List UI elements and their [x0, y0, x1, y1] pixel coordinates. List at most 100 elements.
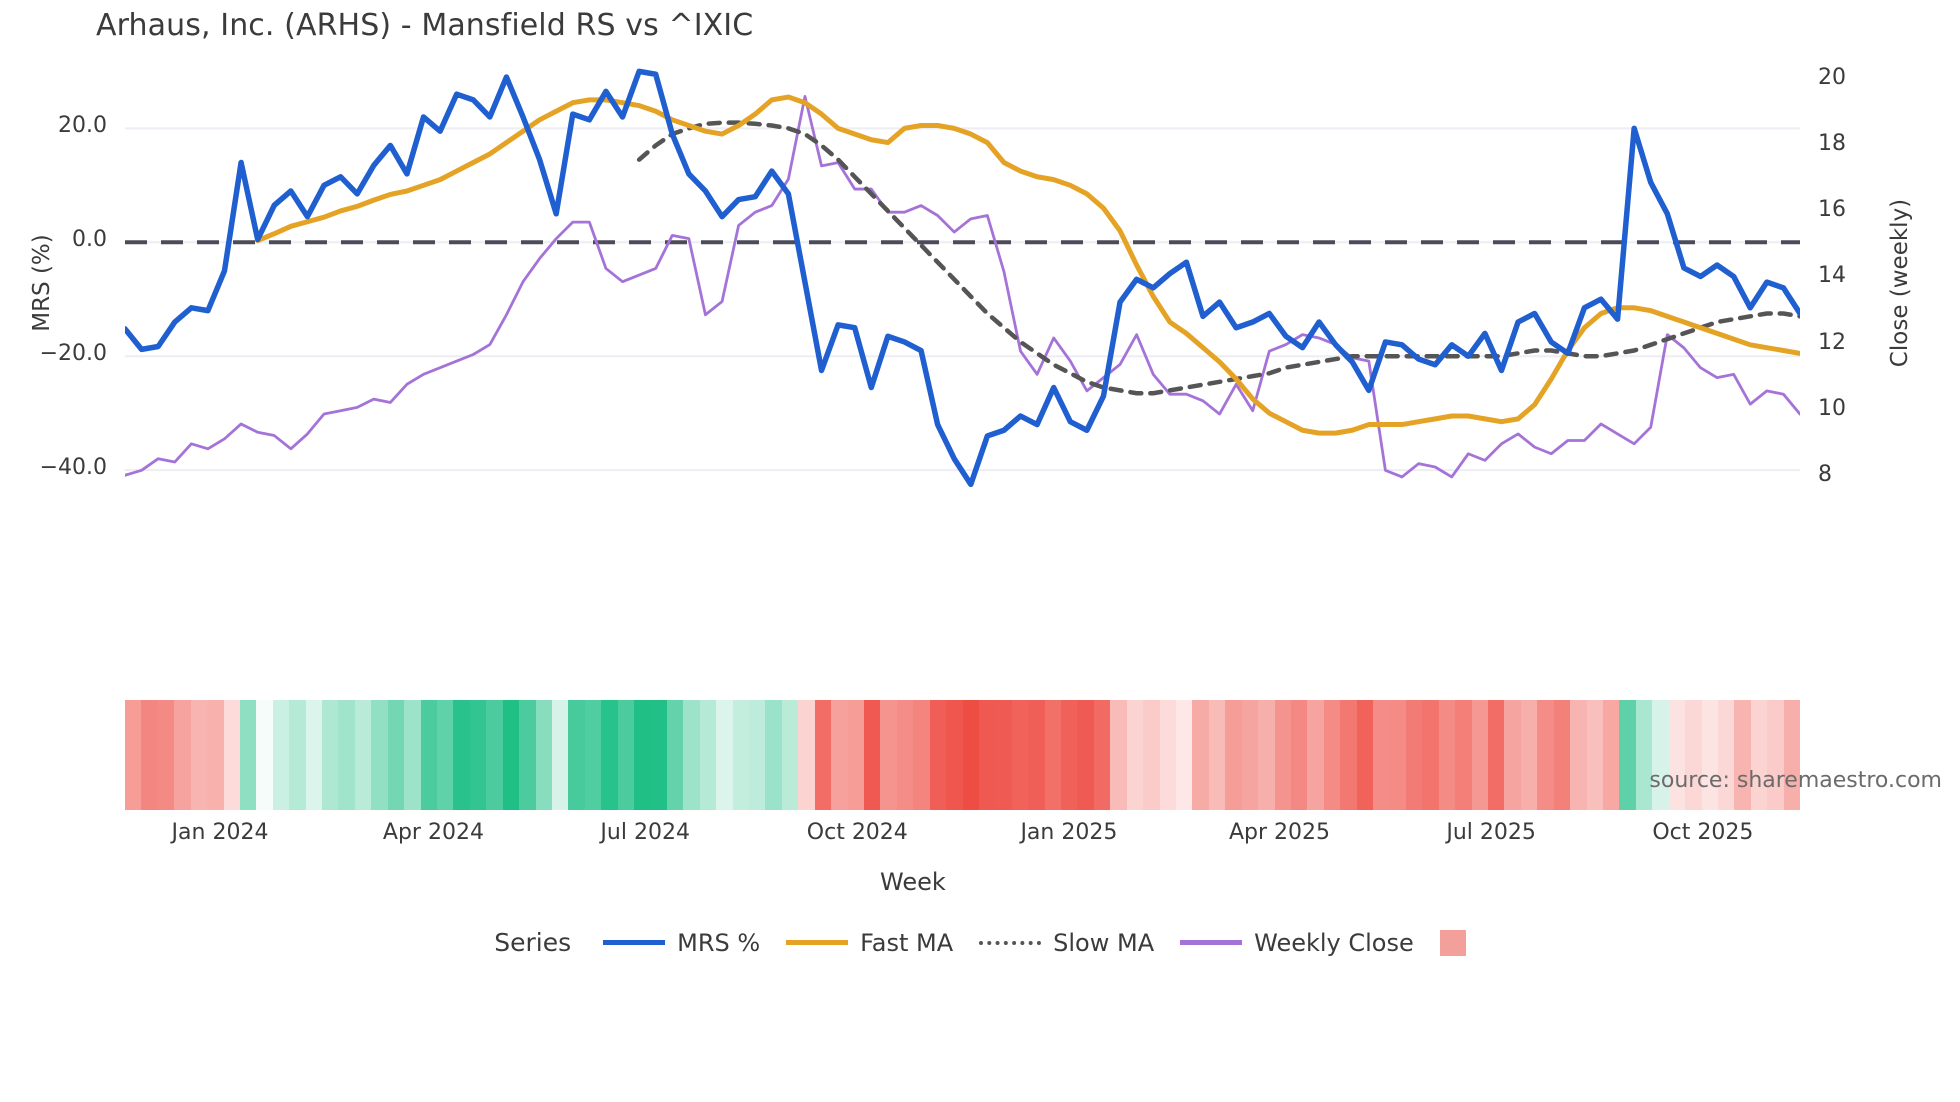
heatmap-cell — [781, 700, 799, 810]
x-axis-tick: Jul 2024 — [600, 820, 690, 845]
legend-item[interactable]: Slow MA — [979, 929, 1154, 957]
heatmap-cell — [1438, 700, 1456, 810]
heatmap-cell — [1488, 700, 1505, 810]
heatmap-cell — [1077, 700, 1094, 810]
source-attribution: source: sharemaestro.com — [1649, 768, 1942, 793]
series-line — [125, 68, 1800, 488]
heatmap-cell — [683, 700, 700, 810]
heatmap-cell — [1422, 700, 1439, 810]
heatmap-cell — [486, 700, 503, 810]
heatmap-cell — [1553, 700, 1571, 810]
heatmap-cell — [765, 700, 782, 810]
legend-line-swatch — [1180, 940, 1243, 945]
x-axis-label: Week — [880, 868, 946, 896]
heatmap-cell — [1602, 700, 1620, 810]
heatmap-cell — [551, 700, 569, 810]
heatmap-cell — [1471, 700, 1489, 810]
heatmap-cell — [1586, 700, 1603, 810]
heatmap-cell — [207, 700, 224, 810]
heatmap-cell — [1061, 700, 1078, 810]
heatmap-cell — [305, 700, 323, 810]
heatmap-cell — [1570, 700, 1587, 810]
heatmap-cell — [814, 700, 832, 810]
heatmap-cell — [1093, 700, 1111, 810]
heatmap-cell — [929, 700, 947, 810]
heatmap-cell — [913, 700, 930, 810]
heatmap-cell — [863, 700, 881, 810]
series-line — [636, 120, 1800, 396]
legend-item-label: Slow MA — [1053, 928, 1155, 957]
heatmap-cell — [354, 700, 372, 810]
y-axis-right-tick: 8 — [1818, 461, 1832, 487]
heatmap-cell — [1028, 700, 1045, 810]
heatmap-cell — [1192, 700, 1209, 810]
heatmap-cell — [896, 700, 914, 810]
heatmap-cell — [1110, 700, 1127, 810]
chart-legend: Series MRS % Fast MA Slow MA Weekly Close — [0, 928, 1960, 957]
x-axis-tick: Oct 2024 — [806, 820, 908, 845]
heatmap-cell — [847, 700, 864, 810]
heatmap-cell — [125, 700, 142, 810]
y-axis-left-tick: 0.0 — [72, 227, 107, 253]
heatmap-cell — [1520, 700, 1538, 810]
y-axis-right-tick: 14 — [1818, 263, 1846, 289]
heatmap-cell — [1258, 700, 1275, 810]
gridlines — [125, 127, 1800, 472]
page-title: Arhaus, Inc. (ARHS) - Mansfield RS vs ^I… — [96, 8, 754, 43]
heatmap-cell — [1143, 700, 1160, 810]
heatmap-cell — [1619, 700, 1636, 810]
heatmap-cell — [437, 700, 454, 810]
legend-item[interactable]: MRS % — [603, 929, 760, 957]
heatmap-cell — [1274, 700, 1291, 810]
mrs-heatmap-strip — [125, 700, 1800, 810]
heatmap-cell — [1701, 700, 1718, 810]
legend-item-label: Weekly Close — [1254, 928, 1414, 957]
heatmap-cell — [387, 700, 405, 810]
heatmap-cell — [1340, 700, 1357, 810]
heatmap-cell — [322, 700, 339, 810]
legend-line-swatch — [786, 940, 849, 945]
heatmap-cell — [289, 700, 306, 810]
heatmap-cell — [141, 700, 158, 810]
heatmap-cell — [157, 700, 175, 810]
heatmap-cell — [1405, 700, 1423, 810]
heatmap-cell — [666, 700, 684, 810]
heatmap-cell — [1717, 700, 1735, 810]
heatmap-cell — [946, 700, 963, 810]
heatmap-cell — [1225, 700, 1242, 810]
heatmap-cell — [1323, 700, 1341, 810]
heatmap-cell — [1783, 700, 1800, 810]
heatmap-cell — [716, 700, 733, 810]
heatmap-cell — [1668, 700, 1686, 810]
heatmap-cell — [1356, 700, 1374, 810]
legend-title: Series — [494, 928, 572, 957]
heatmap-cell — [749, 700, 766, 810]
heatmap-cell — [174, 700, 191, 810]
heatmap-cell — [1734, 700, 1751, 810]
y-axis-right-tick: 18 — [1818, 131, 1846, 157]
heatmap-cell — [1652, 700, 1669, 810]
heatmap-cell — [634, 700, 651, 810]
heatmap-cell — [469, 700, 487, 810]
y-axis-left-tick: −40.0 — [39, 455, 107, 481]
heatmap-cell — [1159, 700, 1176, 810]
legend-item[interactable]: Fast MA — [786, 929, 953, 957]
plot-svg — [125, 68, 1800, 488]
heatmap-cell — [1126, 700, 1144, 810]
heatmap-cell — [535, 700, 552, 810]
heatmap-cell — [1011, 700, 1029, 810]
y-axis-right-tick: 12 — [1818, 329, 1846, 355]
heatmap-cell — [650, 700, 667, 810]
heatmap-cell — [1208, 700, 1226, 810]
legend-line-swatch — [979, 940, 1042, 945]
legend-item[interactable] — [1439, 929, 1466, 956]
series-line — [255, 94, 1800, 436]
legend-item[interactable]: Weekly Close — [1180, 929, 1414, 957]
heatmap-cell — [1241, 700, 1259, 810]
x-axis-tick: Apr 2025 — [1229, 820, 1331, 845]
heatmap-cell — [1685, 700, 1702, 810]
heatmap-cell — [453, 700, 470, 810]
heatmap-cell — [338, 700, 355, 810]
heatmap-cell — [1750, 700, 1768, 810]
legend-item-label: MRS % — [677, 928, 761, 957]
